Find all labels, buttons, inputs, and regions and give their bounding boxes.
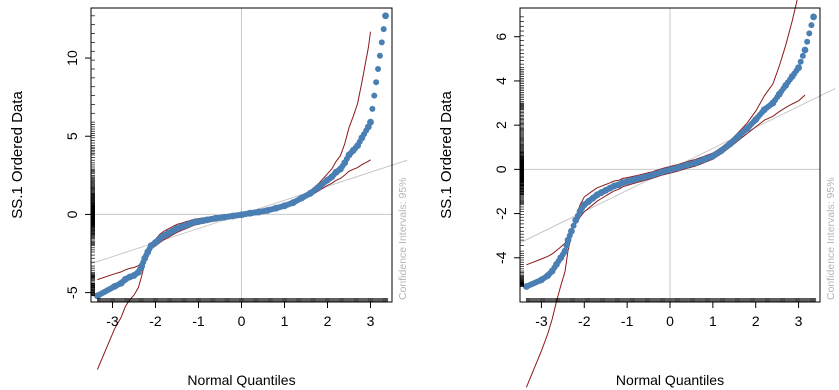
y-axis-ticks: -4 -2 0 2 4 6 — [493, 33, 520, 264]
y-tick-label: 4 — [493, 77, 509, 85]
x-tick-label: 0 — [666, 313, 674, 329]
qq-plot-right: -3 -2 -1 0 1 2 3 -4 -2 0 2 4 6 Normal Quantiles SS.… — [438, 0, 837, 388]
x-axis-ticks: -3 -2 -1 0 1 2 3 — [106, 302, 375, 329]
data-point — [378, 39, 385, 46]
y-tick-label: 0 — [493, 165, 509, 173]
y-tick-label: 5 — [64, 132, 80, 140]
confidence-band — [525, 0, 806, 388]
data-point — [570, 222, 577, 229]
data-points — [523, 13, 817, 290]
x-tick-label: 3 — [795, 313, 803, 329]
data-point — [808, 22, 815, 29]
x-axis-ticks: -3 -2 -1 0 1 2 3 — [535, 302, 803, 329]
data-point — [563, 242, 570, 249]
y-tick-label: 0 — [64, 210, 80, 218]
y-axis-label: SS.1 Ordered Data — [9, 91, 26, 219]
data-point — [795, 64, 802, 72]
data-point — [799, 52, 806, 59]
y-axis-ticks: -5 0 5 10 — [64, 50, 91, 299]
x-tick-label: 1 — [281, 313, 289, 329]
zero-lines — [520, 8, 820, 302]
data-point — [373, 79, 380, 86]
data-point — [804, 38, 811, 45]
data-point — [810, 13, 817, 21]
y-tick-label: 2 — [493, 121, 509, 129]
confidence-interval-label: Confidence Intervals: 95% — [825, 177, 837, 300]
upper-confidence-line — [525, 0, 798, 388]
x-tick-label: -1 — [621, 313, 634, 329]
x-tick-label: 0 — [238, 313, 246, 329]
data-point — [806, 30, 813, 37]
x-tick-label: -3 — [106, 313, 119, 329]
data-point — [371, 92, 378, 99]
x-tick-label: 1 — [709, 313, 717, 329]
data-point — [801, 46, 809, 54]
rug-ticks — [91, 15, 389, 302]
y-tick-label: -5 — [64, 286, 80, 299]
data-point — [367, 118, 374, 126]
confidence-interval-label: Confidence Intervals: 95% — [397, 177, 409, 300]
y-tick-label: -4 — [493, 251, 509, 264]
rug-ticks — [520, 16, 817, 302]
data-point — [369, 105, 376, 112]
data-point — [376, 52, 383, 59]
data-point — [382, 12, 389, 20]
data-point — [375, 65, 382, 72]
y-tick-label: 6 — [493, 33, 509, 41]
data-point — [561, 247, 569, 255]
y-tick-label: 10 — [64, 50, 80, 66]
data-points — [94, 12, 389, 300]
data-point — [568, 227, 575, 235]
x-tick-label: 2 — [752, 313, 760, 329]
x-tick-label: -2 — [578, 313, 591, 329]
x-tick-label: -2 — [149, 313, 162, 329]
x-tick-label: -1 — [192, 313, 205, 329]
x-axis-label: Normal Quantiles — [616, 372, 724, 388]
x-tick-label: 2 — [324, 313, 332, 329]
x-axis-label: Normal Quantiles — [187, 372, 295, 388]
data-point — [797, 58, 804, 65]
data-point — [380, 26, 387, 33]
x-tick-label: -3 — [535, 313, 548, 329]
qq-plot-left: -3 -2 -1 0 1 2 3 -5 0 5 10 Normal Quantiles SS.1 … — [9, 7, 409, 388]
y-axis-label: SS.1 Ordered Data — [438, 91, 455, 219]
x-tick-label: 3 — [367, 313, 375, 329]
y-tick-label: -2 — [493, 207, 509, 220]
